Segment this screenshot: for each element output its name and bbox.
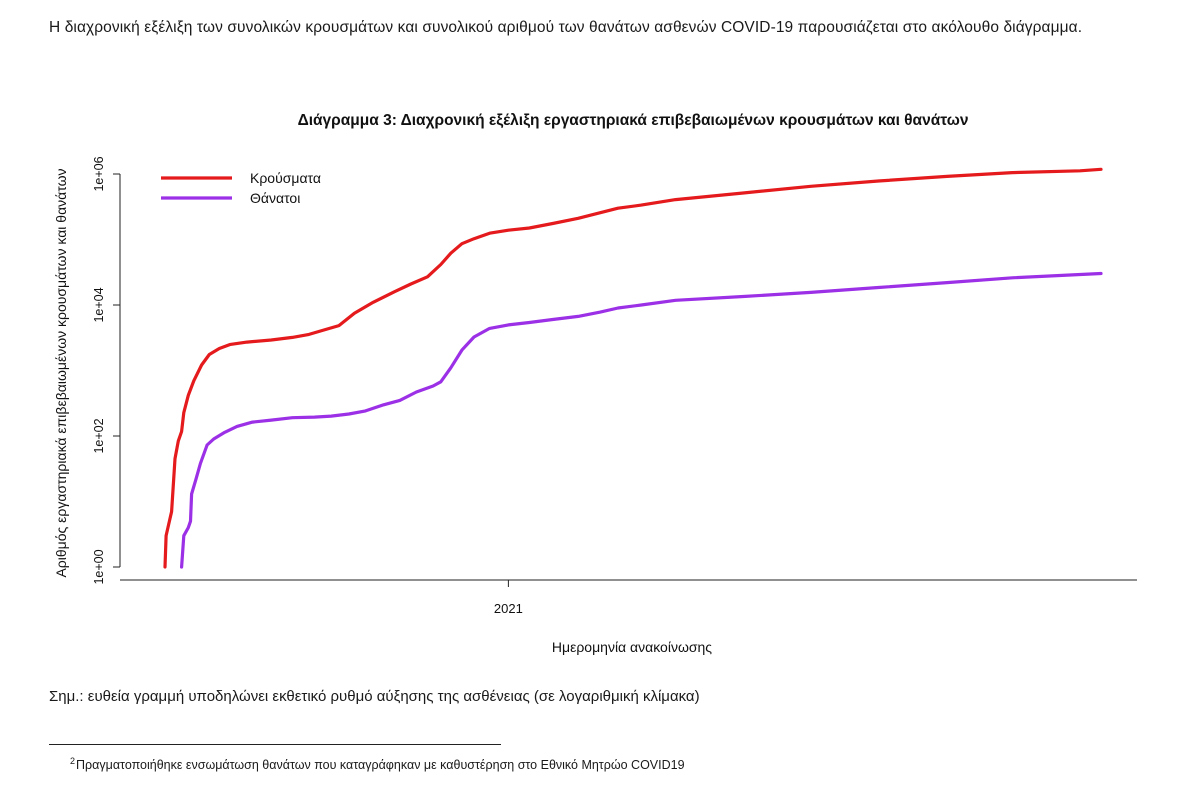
y-tick-label: 1e+06 xyxy=(92,156,106,191)
intro-paragraph: Η διαχρονική εξέλιξη των συνολικών κρουσ… xyxy=(49,19,1083,36)
chart-axes: 1e+00 1e+02 1e+04 1e+06 2021 xyxy=(92,156,1137,616)
footnote-divider xyxy=(49,744,501,745)
legend-label-cases: Κρούσματα xyxy=(250,170,321,186)
series-line-deaths xyxy=(180,271,1103,569)
x-tick-label: 2021 xyxy=(494,601,523,616)
footnote-text: Πραγματοποιήθηκε ενσωμάτωση θανάτων που … xyxy=(76,758,685,772)
y-tick-label: 1e+04 xyxy=(92,287,106,322)
y-tick-label: 1e+00 xyxy=(92,549,106,584)
legend-label-deaths: Θάνατοι xyxy=(250,190,300,206)
series-layer xyxy=(163,167,1103,569)
y-tick-label: 1e+02 xyxy=(92,418,106,453)
y-axis-label: Αριθμός εργαστηριακά επιβεβαιωμένων κρου… xyxy=(53,168,69,577)
x-axis-label: Ημερομηνία ανακοίνωσης xyxy=(552,639,712,655)
chart-note: Σημ.: ευθεία γραμμή υποδηλώνει εκθετικό … xyxy=(49,688,700,705)
footnote-marker: 2 xyxy=(70,756,76,766)
series-line-cases xyxy=(163,167,1103,569)
footnote: 2Πραγματοποιήθηκε ενσωμάτωση θανάτων που… xyxy=(70,751,685,775)
chart-title: Διάγραμμα 3: Διαχρονική εξέλιξη εργαστηρ… xyxy=(298,112,969,129)
chart-legend: Κρούσματα Θάνατοι xyxy=(161,170,321,206)
